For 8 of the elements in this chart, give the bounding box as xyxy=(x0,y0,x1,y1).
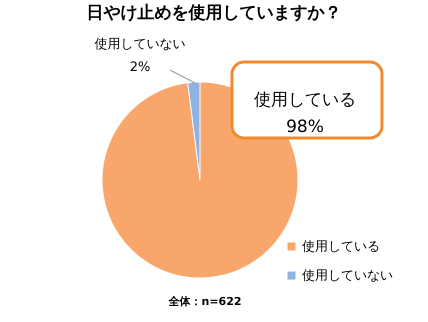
legend-label: 使用している xyxy=(302,240,380,254)
text: 全体：n=622 xyxy=(167,295,242,308)
slice-label: 使用している xyxy=(254,90,356,110)
data-label: 98% xyxy=(286,117,324,137)
legend-label: 使用していない xyxy=(302,268,393,284)
slice-label: 使用していない xyxy=(94,37,186,52)
data-label: 2% xyxy=(130,60,150,75)
chart-title: 日やけ止めを使用していますか？ xyxy=(86,3,342,23)
